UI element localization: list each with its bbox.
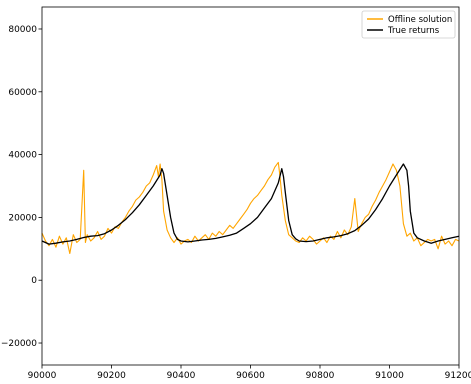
legend-box	[361, 10, 456, 39]
x-tick-label: 91000	[375, 371, 404, 381]
x-tick-label: 91200	[445, 371, 471, 381]
plot-frame	[41, 6, 460, 366]
y-tick-label: 0	[31, 276, 37, 286]
x-tick-label: 90200	[97, 371, 126, 381]
x-tick-label: 90000	[28, 371, 57, 381]
plot-area	[41, 161, 460, 255]
x-tick-label: 90400	[167, 371, 196, 381]
x-tick-label: 90600	[236, 371, 265, 381]
y-tick-label: 40000	[8, 151, 37, 161]
y-tick-label: 60000	[8, 88, 37, 98]
x-axis: 90000 90200 90400 90600 90800 91000 91200	[28, 365, 471, 381]
series-line-true-returns	[41, 163, 460, 245]
y-axis: −20000 0 20000 40000 60000 80000	[1, 25, 42, 349]
series-line-offline-solution	[41, 161, 460, 255]
series-layer	[41, 161, 460, 255]
legend-label-true-returns: True returns	[387, 26, 440, 36]
y-tick-label: −20000	[1, 339, 37, 349]
y-tick-label: 20000	[8, 213, 37, 223]
y-tick-label: 80000	[8, 25, 37, 35]
legend-label-offline-solution: Offline solution	[388, 15, 452, 25]
legend: Offline solution True returns	[361, 10, 456, 39]
x-tick-label: 90800	[306, 371, 335, 381]
